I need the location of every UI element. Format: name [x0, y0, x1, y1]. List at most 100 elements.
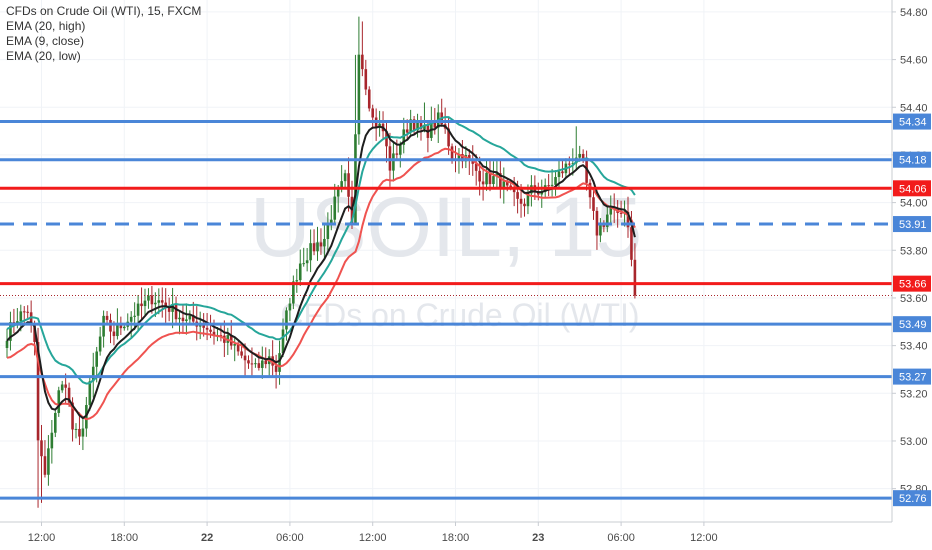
ema-20-high-line [6, 116, 636, 385]
level-tag-label: 53.49 [899, 319, 927, 331]
candle-body [157, 300, 161, 303]
price-tick-label: 53.80 [900, 245, 928, 257]
candle-body [305, 260, 309, 264]
candle [357, 16, 361, 145]
candle-body [509, 185, 512, 188]
candle-body [626, 211, 630, 228]
candle [26, 305, 29, 319]
candle-body [588, 182, 592, 198]
candle-body [160, 300, 164, 303]
candle-body [295, 280, 299, 282]
candle-body [309, 243, 312, 261]
price-axis: 52.8053.0053.2053.4053.6053.8054.0054.20… [891, 0, 932, 550]
candle [219, 324, 223, 342]
candle-body [240, 351, 243, 356]
price-tick-label: 53.20 [900, 388, 928, 400]
price-axis-background [892, 0, 932, 550]
candle-body [357, 54, 361, 135]
candle-body [385, 131, 388, 147]
candle [278, 340, 281, 385]
candle [178, 310, 181, 335]
candle [264, 347, 268, 369]
candle-body [50, 432, 54, 449]
candle [150, 286, 154, 314]
candle-body [81, 428, 85, 437]
candle [547, 173, 550, 197]
candle-body [592, 197, 595, 211]
price-tick-label: 54.60 [900, 55, 928, 67]
time-tick-label: 23 [532, 532, 544, 544]
candle [326, 212, 330, 255]
candle [371, 104, 374, 129]
candle-body [602, 224, 606, 227]
candle-body [250, 363, 254, 365]
candle-body [423, 125, 426, 130]
candle-body [150, 295, 154, 305]
price-tick-label: 53.40 [900, 341, 928, 353]
candle-body [60, 384, 64, 391]
level-tag-box [893, 316, 931, 333]
time-tick-label: 06:00 [276, 532, 304, 544]
candle-body [133, 315, 136, 317]
candle [143, 288, 147, 317]
candle-body [167, 306, 171, 312]
candle-body [316, 242, 319, 252]
candle-body [416, 121, 419, 131]
candle-body [330, 219, 333, 226]
candle-body [554, 177, 557, 185]
candle-body [26, 311, 29, 313]
candle-body [550, 184, 554, 186]
candle [374, 108, 378, 141]
candle [81, 416, 85, 451]
candle-body [412, 119, 416, 131]
candle-body [257, 363, 261, 368]
candle-body [505, 181, 509, 186]
candle [185, 303, 188, 335]
legend-ema-high: EMA (20, high) [6, 19, 86, 33]
candle-body [123, 326, 126, 329]
candle-body [64, 384, 67, 388]
candle-body [606, 214, 609, 227]
candle [274, 354, 278, 389]
candle [288, 297, 292, 322]
candle [47, 435, 50, 486]
candle [481, 168, 485, 201]
candle [57, 386, 61, 417]
candle-body [485, 172, 488, 185]
candle-body [209, 329, 212, 332]
candle-body [40, 440, 43, 457]
candle-body [405, 129, 409, 133]
candle [147, 288, 150, 309]
candle-body [537, 192, 540, 195]
candle [395, 139, 399, 160]
candle-body [367, 89, 371, 109]
candle-body [281, 329, 285, 354]
candle [54, 410, 57, 438]
candle-body [333, 196, 337, 220]
candle [295, 268, 299, 293]
candle [323, 224, 326, 261]
candle [50, 419, 54, 464]
candle-body [205, 327, 209, 330]
candle [540, 179, 544, 208]
level-tag-label: 52.76 [899, 493, 927, 505]
candle-body [212, 331, 216, 337]
candle-body [568, 163, 571, 165]
candle-body [192, 315, 195, 322]
candle [347, 157, 350, 212]
candle-body [288, 303, 292, 311]
candle-body [450, 146, 454, 159]
candle-body [181, 317, 185, 322]
level-price-tag: 52.76 [893, 490, 931, 507]
candle-body [9, 322, 12, 341]
candle-body [378, 123, 381, 127]
candle [12, 308, 16, 334]
candle-body [98, 336, 102, 352]
candle [305, 248, 309, 272]
candle-body [340, 181, 343, 190]
level-tag-box [893, 113, 931, 130]
candle-body [402, 129, 406, 145]
candle-body [492, 176, 495, 185]
